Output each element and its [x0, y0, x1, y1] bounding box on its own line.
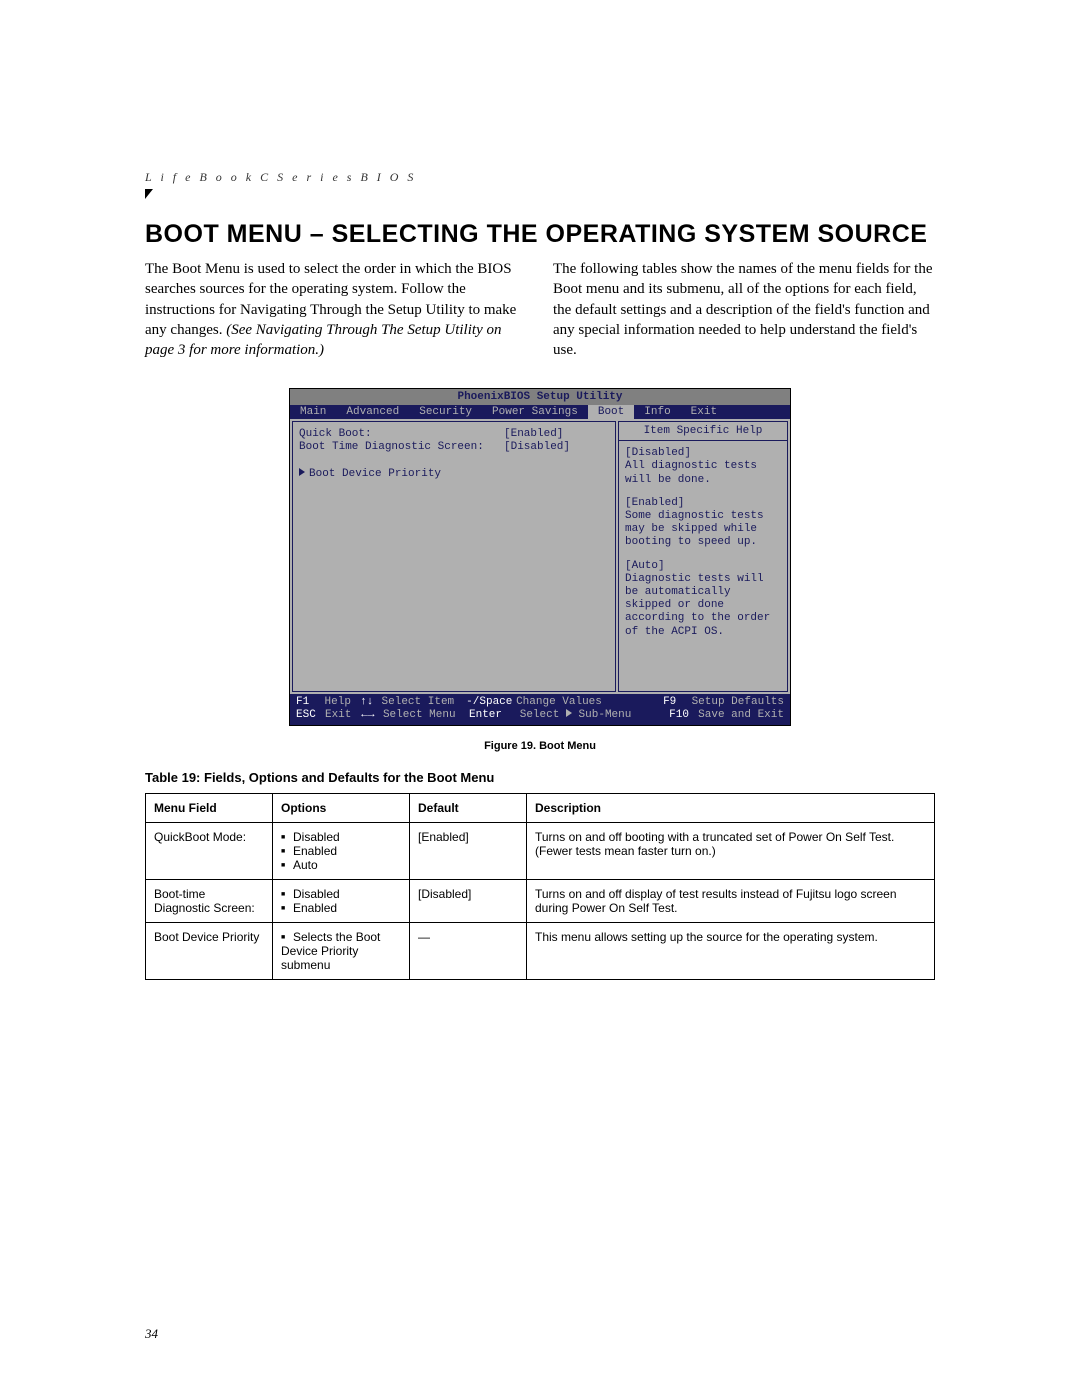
table-body: QuickBoot Mode:DisabledEnabledAuto[Enabl… — [146, 822, 935, 979]
bios-footer-label: Help — [325, 696, 361, 709]
triangle-right-icon — [299, 468, 305, 476]
intro-right-text: The following tables show the names of t… — [553, 261, 933, 358]
cell-description: Turns on and off booting with a truncate… — [527, 822, 935, 879]
bios-footer-label: Save and Exit — [698, 709, 784, 722]
bios-footer-row-2: ESCExit←→Select MenuEnterSelect Sub-Menu… — [296, 709, 784, 722]
bios-footer-label: Select Sub-Menu — [520, 709, 669, 722]
bios-screenshot: PhoenixBIOS Setup Utility MainAdvancedSe… — [289, 388, 791, 725]
bios-tab-info[interactable]: Info — [634, 405, 680, 419]
bios-footer-label: Select Menu — [383, 709, 469, 722]
cell-options: Selects the Boot Device Priority submenu — [273, 922, 410, 979]
page-title: BOOT MENU – SELECTING THE OPERATING SYST… — [145, 220, 935, 249]
cell-options: DisabledEnabledAuto — [273, 822, 410, 879]
bios-footer: F1Help↑↓Select Item-/SpaceChange ValuesF… — [290, 694, 790, 724]
option-item: Selects the Boot Device Priority submenu — [281, 930, 401, 972]
triangle-right-icon — [566, 709, 572, 717]
bios-tab-security[interactable]: Security — [409, 405, 482, 419]
th-description: Description — [527, 793, 935, 822]
table-header-row: Menu Field Options Default Description — [146, 793, 935, 822]
table-title: Table 19: Fields, Options and Defaults f… — [145, 770, 935, 785]
cell-menu-field: Boot Device Priority — [146, 922, 273, 979]
bios-footer-key: F1 — [296, 696, 325, 709]
bios-tab-main[interactable]: Main — [290, 405, 336, 419]
cell-default: [Enabled] — [410, 822, 527, 879]
page-number: 34 — [145, 1326, 158, 1342]
option-item: Enabled — [281, 901, 401, 915]
bios-footer-key: F9 — [663, 696, 692, 709]
cell-description: This menu allows setting up the source f… — [527, 922, 935, 979]
option-item: Disabled — [281, 887, 401, 901]
cell-default: — — [410, 922, 527, 979]
bios-footer-row-1: F1Help↑↓Select Item-/SpaceChange ValuesF… — [296, 696, 784, 709]
bios-footer-key: F10 — [669, 709, 698, 722]
bios-help-paragraph: [Disabled] All diagnostic tests will be … — [625, 447, 781, 487]
bios-tab-power-savings[interactable]: Power Savings — [482, 405, 588, 419]
running-head: L i f e B o o k C S e r i e s B I O S — [145, 170, 935, 185]
table-row: Boot Device PrioritySelects the Boot Dev… — [146, 922, 935, 979]
bios-tab-bar: MainAdvancedSecurityPower SavingsBootInf… — [290, 405, 790, 419]
bios-help-body: [Disabled] All diagnostic tests will be … — [618, 441, 788, 692]
th-options: Options — [273, 793, 410, 822]
bios-help-pane: Item Specific Help [Disabled] All diagno… — [618, 421, 788, 692]
cell-default: [Disabled] — [410, 879, 527, 922]
figure-caption: Figure 19. Boot Menu — [145, 740, 935, 752]
bios-setting-value: [Disabled] — [504, 441, 570, 453]
bios-footer-label: Setup Defaults — [692, 696, 784, 709]
bios-footer-key: Enter — [469, 709, 520, 722]
bios-tab-exit[interactable]: Exit — [681, 405, 727, 419]
bios-footer-label: Change Values — [516, 696, 663, 709]
bios-setting-value: [Enabled] — [504, 428, 563, 440]
intro-left-column: The Boot Menu is used to select the orde… — [145, 259, 527, 360]
bios-settings-list: Quick Boot:[Enabled]Boot Time Diagnostic… — [299, 428, 609, 453]
bios-body: Quick Boot:[Enabled]Boot Time Diagnostic… — [290, 419, 790, 694]
bios-help-title: Item Specific Help — [618, 421, 788, 441]
bios-submenu-label: Boot Device Priority — [309, 468, 441, 480]
header-triangle-icon — [145, 189, 153, 199]
document-page: L i f e B o o k C S e r i e s B I O S BO… — [0, 0, 1080, 1397]
option-item: Auto — [281, 858, 401, 872]
bios-footer-key: -/Space — [466, 696, 516, 709]
th-default: Default — [410, 793, 527, 822]
bios-footer-key: ←→ — [361, 709, 383, 722]
bios-tab-advanced[interactable]: Advanced — [336, 405, 409, 419]
cell-description: Turns on and off display of test results… — [527, 879, 935, 922]
bios-submenu-item[interactable]: Boot Device Priority — [299, 468, 609, 480]
bios-setting-label: Boot Time Diagnostic Screen: — [299, 441, 504, 453]
intro-right-column: The following tables show the names of t… — [553, 259, 935, 360]
bios-help-paragraph: [Auto] Diagnostic tests will be automati… — [625, 560, 781, 639]
bios-footer-label: Select Item — [382, 696, 467, 709]
bios-footer-key: ESC — [296, 709, 325, 722]
bios-left-pane: Quick Boot:[Enabled]Boot Time Diagnostic… — [292, 421, 616, 692]
table-row: Boot-time Diagnostic Screen:DisabledEnab… — [146, 879, 935, 922]
cell-options: DisabledEnabled — [273, 879, 410, 922]
cell-menu-field: Boot-time Diagnostic Screen: — [146, 879, 273, 922]
bios-title: PhoenixBIOS Setup Utility — [290, 389, 790, 405]
fields-table: Menu Field Options Default Description Q… — [145, 793, 935, 980]
bios-help-paragraph: [Enabled] Some diagnostic tests may be s… — [625, 497, 781, 550]
option-item: Enabled — [281, 844, 401, 858]
bios-footer-key: ↑↓ — [360, 696, 381, 709]
option-item: Disabled — [281, 830, 401, 844]
th-menu-field: Menu Field — [146, 793, 273, 822]
cell-menu-field: QuickBoot Mode: — [146, 822, 273, 879]
table-row: QuickBoot Mode:DisabledEnabledAuto[Enabl… — [146, 822, 935, 879]
bios-footer-label: Exit — [325, 709, 361, 722]
bios-setting-row[interactable]: Boot Time Diagnostic Screen:[Disabled] — [299, 441, 609, 453]
bios-setting-label: Quick Boot: — [299, 428, 504, 440]
bios-tab-boot[interactable]: Boot — [588, 405, 634, 419]
intro-columns: The Boot Menu is used to select the orde… — [145, 259, 935, 360]
bios-setting-row[interactable]: Quick Boot:[Enabled] — [299, 428, 609, 440]
